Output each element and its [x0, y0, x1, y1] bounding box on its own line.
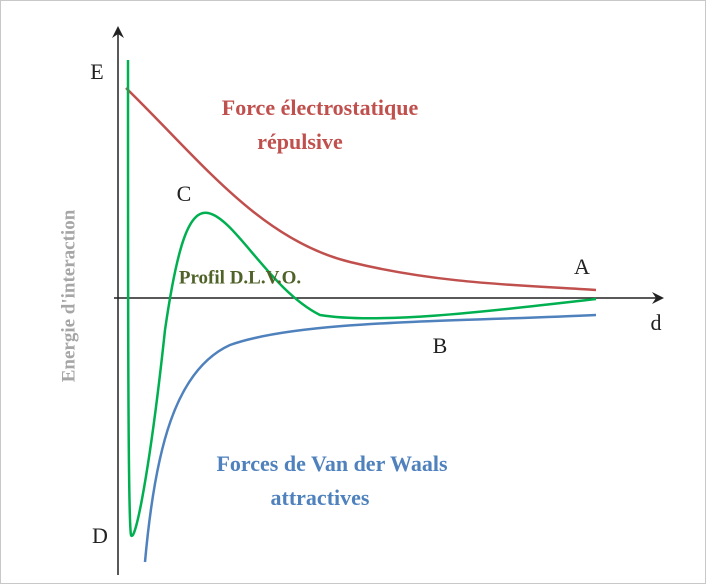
repulsive-label: Force électrostatique [222, 95, 419, 120]
repulsive-label: répulsive [257, 129, 343, 154]
y-label: E [90, 59, 103, 84]
dlvo-curve [126, 59, 597, 538]
point-label: B [433, 333, 448, 358]
attractive-curve [143, 313, 597, 563]
attractive-label: attractives [271, 485, 370, 510]
point-label: A [574, 254, 590, 279]
point-label: D [92, 523, 108, 548]
attractive-label: Forces de Van der Waals [216, 451, 447, 476]
y-title: Energie d'interaction [58, 209, 79, 382]
dlvo-label: Profil D.L.V.O. [179, 267, 301, 288]
point-label: C [177, 181, 192, 206]
x-label: d [651, 310, 662, 335]
repulsive-curve [125, 87, 597, 292]
